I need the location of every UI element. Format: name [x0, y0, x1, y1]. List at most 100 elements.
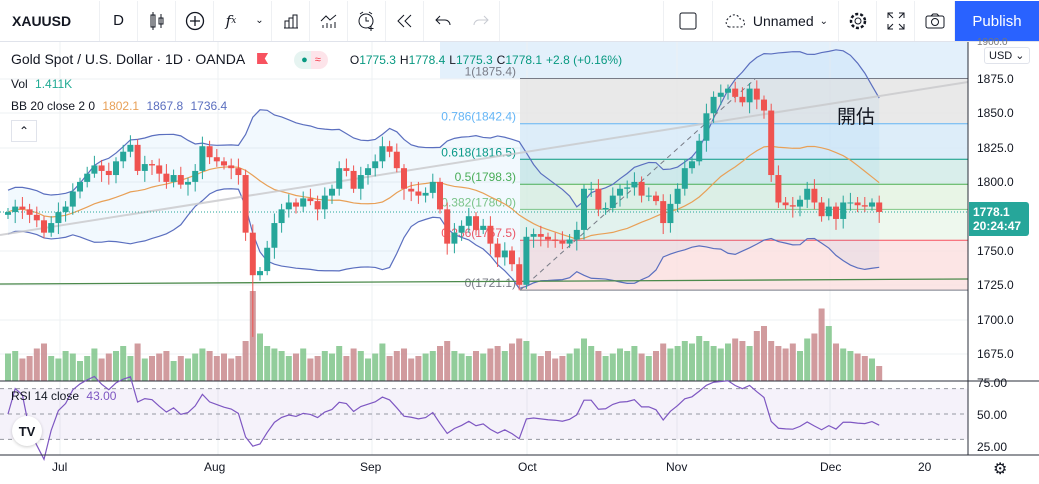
volume-bar	[869, 358, 875, 381]
candle-body	[19, 206, 26, 210]
add-compare-icon[interactable]	[176, 0, 214, 41]
open-label: O	[349, 53, 360, 67]
candle-body	[451, 232, 458, 244]
chart-canvas[interactable]: 1(1875.4)0.786(1842.4)0.618(1816.5)0.5(1…	[0, 42, 1039, 484]
candle-body	[393, 151, 400, 169]
axis-settings-icon[interactable]: ⚙	[993, 461, 1008, 478]
volume-bar	[415, 356, 422, 381]
redo-icon[interactable]	[462, 0, 500, 41]
volume-bar	[617, 348, 623, 381]
chevron-down-icon[interactable]: ⌄	[248, 0, 272, 41]
volume-bar	[33, 348, 40, 381]
volume-bar	[221, 353, 227, 381]
volume-bar	[321, 351, 328, 381]
candle-body	[5, 212, 11, 215]
candle-body	[667, 203, 674, 224]
bb-basis-line	[7, 145, 880, 240]
candle-body	[674, 188, 681, 204]
volume-bar	[300, 348, 307, 381]
alert-icon[interactable]	[348, 0, 386, 41]
collapse-legend-button[interactable]: ⌃	[11, 120, 37, 142]
candle-body	[257, 271, 263, 276]
time-axis-label: Jul	[52, 460, 68, 474]
volume-bar	[199, 348, 206, 381]
financials-icon[interactable]	[272, 0, 310, 41]
candle-body	[789, 205, 796, 207]
volume-bar	[703, 341, 710, 381]
volume-bar	[444, 341, 451, 381]
volume-bar	[746, 346, 753, 381]
bb-legend: BB 20 close 2 0 1802.1 1867.8 1736.4	[11, 99, 231, 113]
replay-icon[interactable]	[386, 0, 424, 41]
flag-icon[interactable]	[257, 53, 269, 64]
volume-bar	[357, 351, 364, 381]
candle-body	[566, 239, 573, 244]
candle-body	[739, 96, 746, 103]
candle-body	[775, 175, 782, 203]
volume-bar	[725, 343, 731, 381]
volume-bar	[689, 343, 695, 381]
candle-body	[321, 195, 328, 210]
vol-value: 1.411K	[35, 77, 73, 91]
candle-body	[235, 168, 242, 176]
time-axis-label: Dec	[820, 460, 842, 474]
candle-body	[847, 202, 854, 204]
undo-icon[interactable]	[424, 1, 462, 41]
candle-body	[206, 146, 213, 158]
candle-body	[509, 250, 515, 265]
candle-body	[141, 164, 148, 171]
volume-bar	[595, 351, 602, 381]
volume-bar	[84, 356, 91, 381]
blue-zone	[440, 42, 968, 79]
symbol-search-button[interactable]: XAUUSD	[0, 0, 100, 41]
price-axis-label: 1750.0	[977, 244, 1014, 258]
volume-bar	[41, 343, 47, 381]
candle-body	[300, 198, 307, 207]
volume-bar	[235, 356, 242, 381]
volume-bar	[818, 308, 825, 381]
price-axis-label: 1875.0	[977, 72, 1014, 86]
volume-bar	[552, 358, 559, 381]
volume-bar	[559, 356, 566, 381]
candle-body	[617, 188, 623, 196]
volume-bar	[379, 343, 386, 381]
volume-bar	[545, 351, 551, 381]
layout-name-button[interactable]: Unnamed ⌄	[713, 1, 839, 41]
candle-body	[609, 195, 616, 208]
candle-body	[717, 92, 724, 97]
volume-bar	[473, 351, 479, 381]
time-axis-label: Sep	[360, 460, 382, 474]
candle-body	[782, 202, 789, 206]
price-axis-label: 1700.0	[977, 313, 1014, 327]
price-axis-label: 1800.0	[977, 175, 1014, 189]
layout-icon[interactable]	[662, 1, 713, 41]
rsi-line	[7, 375, 880, 461]
chart-legend: Gold Spot / U.S. Dollar · 1D · OANDA ● ≈…	[11, 51, 626, 70]
candle-body	[811, 188, 818, 203]
candles-icon[interactable]	[138, 0, 176, 41]
candle-body	[249, 232, 256, 276]
templates-icon[interactable]	[310, 0, 348, 41]
time-axis-label: Nov	[666, 460, 688, 474]
candle-body	[228, 165, 235, 169]
candle-body	[681, 168, 688, 189]
volume-bar	[156, 353, 163, 381]
candle-body	[703, 113, 710, 141]
publish-button[interactable]: Publish	[955, 1, 1039, 41]
volume-bar	[645, 356, 652, 381]
candle-body	[653, 195, 659, 202]
camera-icon[interactable]	[915, 1, 955, 41]
candle-body	[444, 209, 451, 244]
candle-body	[473, 216, 479, 230]
volume-bar	[408, 358, 415, 381]
fullscreen-icon[interactable]	[877, 1, 915, 41]
settings-icon[interactable]	[839, 1, 877, 41]
annotation-text[interactable]: 開估	[837, 106, 876, 128]
candle-body	[113, 161, 119, 176]
candle-body	[696, 140, 703, 162]
interval-button[interactable]: D	[100, 0, 138, 41]
candle-body	[437, 181, 443, 210]
currency-select[interactable]: USD ⌄	[984, 47, 1030, 64]
